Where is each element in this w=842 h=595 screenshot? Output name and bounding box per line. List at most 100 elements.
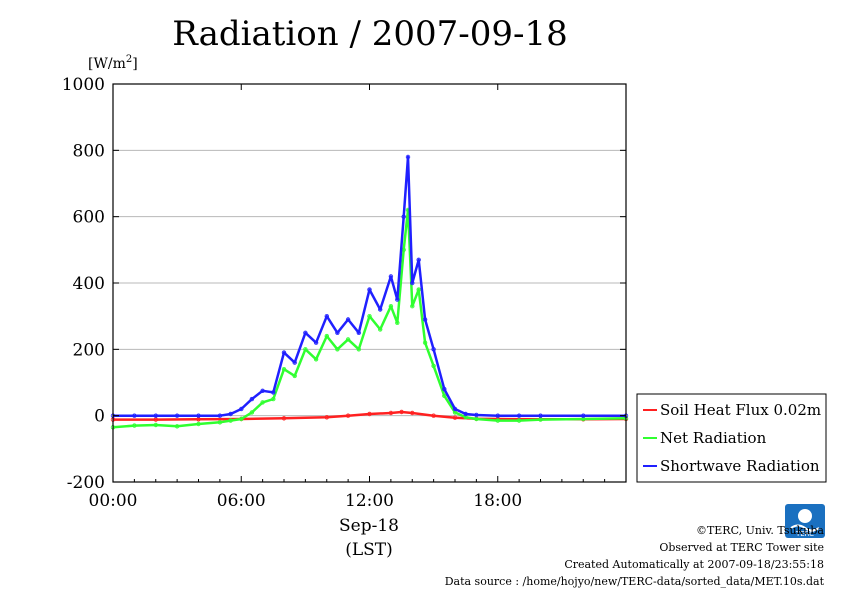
credit-site: Observed at TERC Tower site	[659, 541, 824, 554]
data-point	[405, 154, 411, 160]
data-point	[217, 420, 223, 425]
data-point	[356, 330, 361, 335]
x-tick-label: 06:00	[217, 491, 266, 511]
data-point	[378, 327, 383, 332]
data-point	[239, 416, 244, 422]
data-point	[132, 413, 137, 418]
data-point	[271, 390, 276, 395]
data-point	[431, 413, 436, 418]
credit-source: Data source : /home/hojyo/new/TERC-data/…	[444, 575, 824, 588]
data-point	[442, 386, 447, 392]
data-point	[174, 424, 180, 429]
data-point	[153, 413, 158, 418]
data-point	[367, 314, 372, 319]
data-point	[132, 423, 137, 428]
credit-copyright: ©TERC, Univ. Tsukuba	[695, 524, 824, 537]
data-point	[174, 413, 180, 418]
y-tick-label: 800	[73, 141, 105, 161]
terc-logo: TERC	[785, 504, 825, 538]
x-tick-label: 12:00	[345, 491, 394, 511]
x-axis-ticks: 00:00 06:00 12:00 18:00	[89, 84, 606, 511]
legend: Soil Heat Flux 0.02m Net Radiation Short…	[636, 393, 827, 483]
data-point	[324, 333, 329, 339]
data-point	[281, 416, 287, 421]
data-point	[442, 393, 447, 398]
data-point	[313, 357, 319, 362]
data-point	[431, 363, 436, 369]
data-point	[196, 413, 201, 418]
data-point	[581, 413, 586, 418]
legend-label-shortwave-radiation: Shortwave Radiation	[660, 457, 820, 475]
series-line-shortwave-radiation	[113, 155, 626, 417]
data-point	[495, 418, 500, 423]
data-point	[367, 287, 372, 292]
data-point	[292, 360, 297, 365]
data-point	[356, 347, 361, 352]
chart-title: Radiation / 2007-09-18	[172, 14, 568, 54]
data-point	[495, 413, 500, 418]
x-tick-label: 18:00	[473, 491, 522, 511]
data-point	[395, 320, 400, 325]
legend-label-net-radiation: Net Radiation	[660, 429, 767, 447]
y-tick-label: 0	[94, 407, 105, 427]
data-point	[345, 413, 351, 418]
y-tick-label: 600	[73, 208, 105, 228]
data-point	[196, 421, 201, 427]
data-point	[292, 373, 297, 379]
data-point	[303, 330, 308, 335]
data-point	[410, 280, 415, 286]
data-point	[538, 413, 543, 418]
y-tick-label: -200	[67, 473, 105, 493]
data-point	[388, 410, 394, 416]
legend-box	[636, 393, 827, 483]
data-point	[422, 317, 428, 322]
data-point	[401, 214, 406, 219]
data-point	[452, 415, 458, 420]
x-axis-date-label: Sep-18	[339, 516, 399, 536]
data-point	[416, 257, 421, 262]
data-point	[378, 307, 383, 312]
data-point	[452, 406, 458, 412]
data-point	[410, 410, 415, 416]
data-point	[228, 411, 233, 417]
data-point	[335, 347, 340, 352]
data-point	[516, 418, 522, 423]
data-point	[516, 413, 522, 418]
data-point	[410, 304, 415, 309]
svg-text:TERC: TERC	[795, 530, 814, 538]
data-point	[388, 304, 394, 309]
legend-label-soil-heat-flux: Soil Heat Flux 0.02m	[660, 401, 821, 419]
y-tick-label: 200	[73, 340, 105, 360]
data-point	[431, 347, 436, 352]
credit-created: Created Automatically at 2007-09-18/23:5…	[564, 558, 824, 571]
data-point	[239, 406, 244, 412]
data-point	[271, 396, 276, 402]
x-axis-timezone-label: (LST)	[345, 540, 393, 560]
grid-lines	[113, 149, 626, 417]
y-axis-label: [W/m2]	[88, 54, 138, 72]
data-point	[388, 274, 394, 279]
data-point	[324, 314, 329, 319]
y-tick-label: 400	[73, 274, 105, 294]
data-point	[399, 409, 404, 415]
series-line-net-radiation	[112, 208, 627, 429]
data-point	[422, 340, 428, 345]
data-point	[249, 410, 255, 415]
series-lines	[110, 154, 629, 430]
data-point	[474, 412, 479, 418]
data-point	[153, 422, 158, 428]
y-axis-ticks: -200 0 200 400 600 800 1000	[62, 75, 626, 493]
y-tick-label: 1000	[62, 75, 105, 95]
data-point	[345, 317, 351, 322]
data-point	[303, 347, 308, 352]
data-point	[217, 413, 223, 418]
data-point	[416, 287, 421, 292]
data-point	[474, 416, 479, 422]
data-point	[395, 297, 400, 302]
data-point	[260, 388, 265, 393]
data-point	[281, 367, 287, 372]
data-point	[281, 350, 287, 355]
data-point	[249, 396, 255, 402]
data-point	[228, 418, 233, 423]
